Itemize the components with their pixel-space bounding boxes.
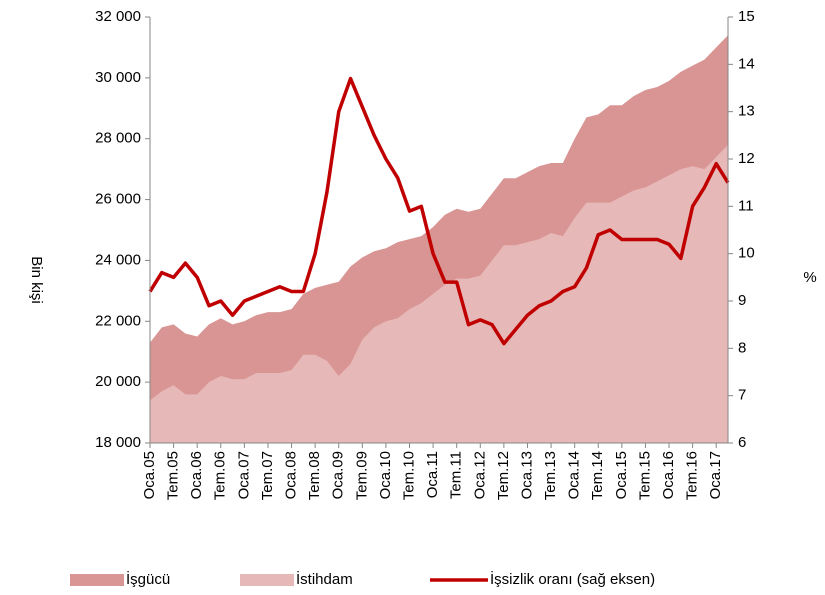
x-tick-label: Tem.10 bbox=[400, 451, 417, 500]
legend-swatch bbox=[70, 574, 124, 586]
y-tick-label: 26 000 bbox=[95, 191, 141, 208]
x-tick-label: Oca.14 bbox=[566, 451, 583, 499]
y2-tick-label: 7 bbox=[738, 387, 746, 404]
legend-label: İstihdam bbox=[296, 570, 353, 588]
y-tick-label: 24 000 bbox=[95, 251, 141, 268]
y2-tick-label: 9 bbox=[738, 292, 746, 309]
x-tick-label: Oca.12 bbox=[471, 451, 488, 499]
x-tick-label: Oca.15 bbox=[613, 451, 630, 499]
x-tick-label: Oca.13 bbox=[518, 451, 535, 499]
x-tick-label: Oca.11 bbox=[424, 451, 441, 498]
y-axis-label: Bin kişi bbox=[28, 256, 45, 304]
line bbox=[148, 76, 730, 346]
x-tick-label: Tem.14 bbox=[589, 451, 606, 500]
y2-tick-label: 14 bbox=[738, 55, 755, 72]
legend-label: İşgücü bbox=[126, 570, 170, 588]
x-tick-label: Tem.13 bbox=[542, 451, 559, 500]
y-tick-label: 18 000 bbox=[95, 434, 141, 451]
x-tick-label: Tem.11 bbox=[448, 451, 465, 499]
y2-tick-label: 13 bbox=[738, 103, 755, 120]
area bbox=[150, 144, 728, 444]
x-tick-label: Tem.08 bbox=[306, 451, 323, 500]
x-tick-label: Oca.06 bbox=[188, 451, 205, 499]
legend-label: İşsizlik oranı (sağ eksen) bbox=[490, 570, 655, 588]
y2-tick-label: 11 bbox=[738, 197, 754, 214]
x-tick-label: Oca.05 bbox=[141, 451, 158, 499]
y-tick-label: 32 000 bbox=[95, 8, 141, 25]
y2-tick-label: 15 bbox=[738, 8, 755, 25]
y2-tick-label: 10 bbox=[738, 245, 755, 262]
x-tick-label: Tem.06 bbox=[212, 451, 229, 500]
x-tick-label: Tem.09 bbox=[353, 451, 370, 500]
y2-tick-label: 8 bbox=[738, 339, 746, 356]
x-tick-label: Tem.07 bbox=[259, 451, 276, 500]
x-tick-label: Oca.17 bbox=[707, 451, 724, 499]
x-tick-label: Tem.05 bbox=[165, 451, 182, 500]
y2-axis-label: % bbox=[803, 269, 816, 286]
x-tick-label: Tem.12 bbox=[495, 451, 512, 500]
y-tick-label: 28 000 bbox=[95, 130, 141, 147]
x-tick-label: Oca.10 bbox=[377, 451, 394, 499]
x-tick-label: Oca.08 bbox=[283, 451, 300, 499]
y2-tick-label: 12 bbox=[738, 150, 755, 167]
x-tick-label: Oca.07 bbox=[235, 451, 252, 499]
x-tick-label: Tem.16 bbox=[684, 451, 701, 500]
y-tick-label: 30 000 bbox=[95, 69, 141, 86]
x-tick-label: Oca.09 bbox=[330, 451, 347, 499]
x-tick-label: Oca.16 bbox=[660, 451, 677, 499]
x-tick-label: Tem.15 bbox=[636, 451, 653, 500]
y-tick-label: 22 000 bbox=[95, 312, 141, 329]
y2-tick-label: 6 bbox=[738, 434, 746, 451]
legend-swatch bbox=[240, 574, 294, 586]
y-tick-label: 20 000 bbox=[95, 373, 141, 390]
